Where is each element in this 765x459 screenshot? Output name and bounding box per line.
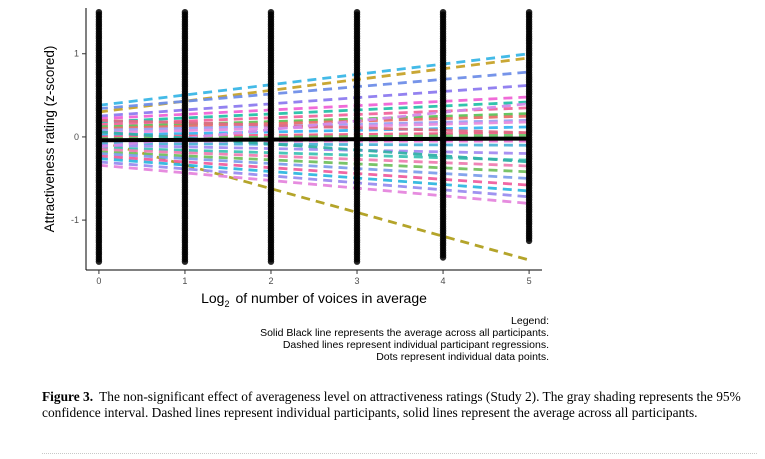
participant-regression-line-7 [98,100,530,124]
y-tick-label: 1 [74,49,79,59]
legend-note-line-3: Dots represent individual data points. [376,351,549,363]
average-line-group [98,136,530,143]
participant-regression-line-26 [98,163,530,205]
participant-regression-line-13 [98,125,530,137]
participant-regressions [98,52,530,262]
x-tick-label: 5 [527,276,532,286]
data-point [181,8,189,16]
participant-regression-line-10 [98,114,530,131]
x-axis-title-rest: of number of voices in average [235,290,427,306]
x-tick-label: 2 [268,276,273,286]
participant-regression-line-21 [98,150,530,174]
participant-regression-line-18 [98,143,530,155]
x-axis-title-main: Log [201,290,224,306]
data-point [439,8,447,16]
participant-regression-line-14 [98,131,530,139]
x-tick-label: 0 [96,276,101,286]
participant-regression-line-5 [98,83,530,118]
participant-regression-line-23 [98,154,530,187]
participant-regression-line-15 [98,133,530,140]
y-tick-label: 0 [74,132,79,142]
legend-note: Legend: Solid Black line represents the … [260,315,549,363]
x-tick-label: 3 [355,276,360,286]
legend-note-line-1: Solid Black line represents the average … [260,327,549,339]
x-tick-label: 1 [182,276,187,286]
data-point [95,8,103,16]
legend-note-title: Legend: [511,315,549,327]
legend-note-line-2: Dashed lines represent individual partic… [282,339,549,351]
participant-regression-line-8 [98,106,530,126]
caption-label: Figure 3. [42,389,94,404]
average-line [98,136,530,143]
figure-caption: Figure 3. The non-significant effect of a… [42,389,757,421]
participant-regression-line-17 [98,142,530,147]
participant-regression-line-2 [98,56,530,114]
data-point [525,8,533,16]
axes: 0 1 2 3 4 5 -1 0 1 [71,8,542,286]
participant-regression-line-29 [98,130,530,164]
participant-regression-line-25 [98,160,530,199]
chart: 0 1 2 3 4 5-101 Log2 of number of voices in av… [42,8,542,309]
data-point [267,8,275,16]
participant-regression-line-24 [98,157,530,193]
data-dots [95,8,533,265]
x-axis-title: Log2 of number of voices in average [201,290,427,309]
participant-regression-line-9 [98,112,530,129]
participant-regression-line-20 [98,147,530,168]
x-tick-label: 4 [441,276,446,286]
y-axis-title: Attractiveness rating (z-scored) [42,46,57,233]
participant-regression-line-3 [98,70,530,111]
participant-regression-line-28 [98,102,530,149]
caption-text: The non-significant effect of averagenes… [42,389,741,420]
bottom-rule [42,453,757,454]
participant-regression-line-19 [98,146,530,162]
participant-regression-line-6 [98,95,530,121]
participant-regression-line-1 [98,52,530,107]
x-axis-title-sub: 2 [224,299,229,309]
participant-regression-line-22 [98,152,530,180]
y-tick-label: -1 [71,215,79,225]
data-point [353,8,361,16]
